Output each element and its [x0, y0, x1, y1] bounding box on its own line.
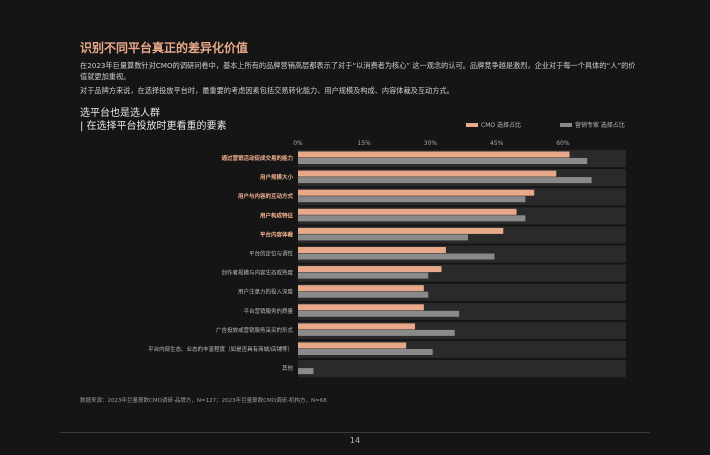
- x-tick-label: 45%: [490, 140, 504, 147]
- bar-agency: [298, 158, 588, 164]
- chart-title: | 在选择平台投放时更看重的要素: [80, 121, 227, 132]
- row-background: [298, 360, 626, 378]
- category-label: 其他: [282, 364, 294, 372]
- bar-cmo: [298, 342, 407, 349]
- footer-divider: [60, 432, 650, 433]
- bar-cmo: [298, 227, 504, 234]
- category-label: 平台的定位与调性: [249, 250, 294, 258]
- legend-swatch-cmo: [466, 122, 478, 127]
- category-label: 平台内容体裁: [260, 230, 294, 238]
- bar-agency: [298, 329, 455, 336]
- bar-cmo: [298, 247, 446, 253]
- category-label: 通过营销活动促成交易的能力: [221, 154, 293, 162]
- bar-cmo: [298, 266, 442, 273]
- bar-agency: [298, 349, 433, 355]
- bar-agency: [298, 368, 314, 375]
- bar-cmo: [298, 189, 535, 196]
- section-subtitle: 选平台也是选人群: [80, 108, 160, 119]
- x-tick-label: 0%: [293, 140, 303, 147]
- category-label: 广告投放或营销服务采买的形式: [216, 326, 294, 334]
- key-factors-paragraph: 对于品牌方来说，在选择投放平台时，最重要的考虑因素包括交易转化能力、用户规模及构…: [80, 86, 454, 95]
- data-source: 数据来源：2023年巨量算数CMO调研-品牌方，N=127；2023年巨量算数C…: [80, 398, 327, 404]
- legend-label-cmo: CMO 选择占比: [481, 122, 521, 129]
- bar-cmo: [298, 151, 570, 158]
- x-tick-label: 30%: [424, 140, 438, 147]
- legend-label-agency: 营销专家 选择占比: [575, 122, 625, 129]
- legend-item-agency: 营销专家 选择占比: [560, 120, 625, 129]
- category-label: 平台内部生态、业态的丰富程度（如是否具有商城/店铺等）: [148, 345, 293, 353]
- bar-cmo: [298, 285, 424, 292]
- page-title: 识别不同平台真正的差异化价值: [80, 41, 249, 55]
- bar-agency: [298, 253, 495, 260]
- category-label: 用户注意力的投入深度: [238, 288, 294, 296]
- legend-swatch-agency: [560, 122, 572, 127]
- bar-agency: [298, 310, 460, 317]
- page-number: 14: [349, 436, 361, 445]
- category-label: 用户规模大小: [259, 173, 294, 181]
- x-tick-label: 15%: [358, 140, 372, 147]
- bar-agency: [298, 196, 526, 203]
- bar-cmo: [298, 208, 517, 215]
- bar-agency: [298, 291, 429, 298]
- category-label: 用户与内容的互动方式: [237, 192, 294, 200]
- bar-agency: [298, 215, 526, 222]
- bar-cmo: [298, 323, 415, 330]
- category-label: 平台营销服务的质量: [243, 307, 293, 315]
- bar-cmo: [298, 170, 557, 177]
- intro-paragraph: 在2023年巨量算数针对CMO的调研问卷中，基本上所有的品牌营销高层都表示了对于…: [80, 61, 636, 81]
- bar-agency: [298, 272, 429, 279]
- bar-agency: [298, 177, 592, 184]
- x-tick-label: 60%: [556, 140, 570, 147]
- bar-agency: [298, 234, 468, 241]
- legend-item-cmo: CMO 选择占比: [466, 120, 521, 129]
- category-label: 用户构成特征: [259, 211, 294, 219]
- category-label: 创作者规模与内容生态成熟度: [221, 269, 293, 277]
- bar-cmo: [298, 304, 424, 311]
